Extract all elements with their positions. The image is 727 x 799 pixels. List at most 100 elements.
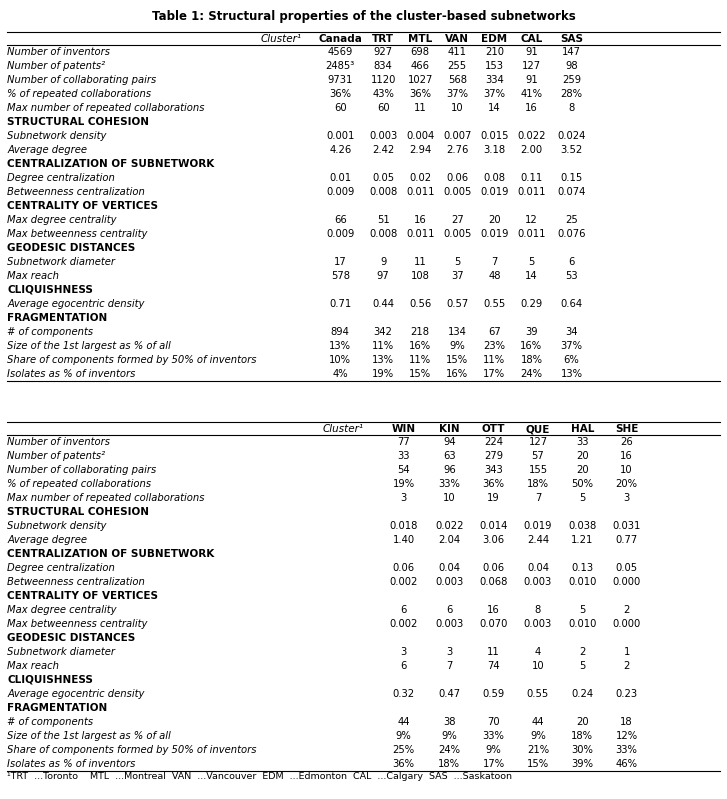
Text: 74: 74 (487, 661, 500, 671)
Text: 2: 2 (624, 661, 630, 671)
Text: 18%: 18% (527, 479, 549, 489)
Text: CENTRALITY OF VERTICES: CENTRALITY OF VERTICES (7, 201, 158, 211)
Text: 127: 127 (522, 62, 541, 71)
Text: 108: 108 (411, 271, 430, 281)
Text: 14: 14 (488, 103, 501, 113)
Text: 11%: 11% (372, 341, 394, 351)
Text: 6: 6 (401, 605, 406, 615)
Text: 0.070: 0.070 (479, 619, 508, 629)
Text: 17: 17 (334, 257, 347, 267)
Text: 3.52: 3.52 (561, 145, 582, 155)
Text: 0.15: 0.15 (561, 173, 582, 183)
Text: 0.71: 0.71 (329, 299, 351, 309)
Text: 0.010: 0.010 (568, 577, 597, 587)
Text: VAN: VAN (445, 34, 470, 45)
Text: 33%: 33% (483, 731, 505, 741)
Text: 0.57: 0.57 (446, 299, 468, 309)
Text: 0.003: 0.003 (524, 619, 552, 629)
Text: 16: 16 (620, 451, 633, 461)
Text: CLIQUISHNESS: CLIQUISHNESS (7, 675, 93, 685)
Text: 60: 60 (377, 103, 390, 113)
Text: 927: 927 (374, 47, 393, 58)
Text: 0.29: 0.29 (521, 299, 542, 309)
Text: 24%: 24% (438, 745, 460, 755)
Text: 0.11: 0.11 (521, 173, 542, 183)
Text: 0.04: 0.04 (527, 563, 549, 573)
Text: 5: 5 (579, 605, 585, 615)
Text: 0.01: 0.01 (329, 173, 351, 183)
Text: Share of components formed by 50% of inventors: Share of components formed by 50% of inv… (7, 745, 257, 755)
Text: 259: 259 (562, 75, 581, 85)
Text: 7: 7 (535, 493, 541, 503)
Text: 0.000: 0.000 (613, 577, 640, 587)
Text: 12%: 12% (616, 731, 638, 741)
Text: OTT: OTT (482, 424, 505, 435)
Text: 9%: 9% (441, 731, 457, 741)
Text: 0.003: 0.003 (369, 131, 397, 141)
Text: 16%: 16% (446, 369, 468, 379)
Text: 0.002: 0.002 (389, 577, 418, 587)
Text: 0.64: 0.64 (561, 299, 582, 309)
Text: 0.05: 0.05 (616, 563, 638, 573)
Text: 44: 44 (531, 717, 545, 727)
Text: Number of inventors: Number of inventors (7, 437, 111, 447)
Text: 4.26: 4.26 (329, 145, 351, 155)
Text: 24%: 24% (521, 369, 542, 379)
Text: 0.019: 0.019 (523, 521, 553, 531)
Text: 10: 10 (451, 103, 464, 113)
Text: 57: 57 (531, 451, 545, 461)
Text: 25: 25 (565, 215, 578, 225)
Text: 36%: 36% (483, 479, 505, 489)
Text: Max number of repeated collaborations: Max number of repeated collaborations (7, 103, 205, 113)
Text: Average egocentric density: Average egocentric density (7, 689, 145, 699)
Text: 5: 5 (579, 661, 585, 671)
Text: 3.06: 3.06 (483, 535, 505, 545)
Text: HAL: HAL (571, 424, 594, 435)
Text: 0.019: 0.019 (480, 187, 509, 197)
Text: 2.94: 2.94 (409, 145, 431, 155)
Text: CENTRALITY OF VERTICES: CENTRALITY OF VERTICES (7, 591, 158, 601)
Text: 0.59: 0.59 (483, 689, 505, 699)
Text: 18: 18 (620, 717, 633, 727)
Text: 19%: 19% (393, 479, 414, 489)
Text: 18%: 18% (438, 759, 460, 769)
Text: 0.010: 0.010 (568, 619, 597, 629)
Text: 0.55: 0.55 (527, 689, 549, 699)
Text: 13%: 13% (329, 341, 351, 351)
Text: 0.074: 0.074 (557, 187, 586, 197)
Text: STRUCTURAL COHESION: STRUCTURAL COHESION (7, 117, 149, 127)
Text: 9%: 9% (449, 341, 465, 351)
Text: 41%: 41% (521, 89, 542, 99)
Text: Table 1: Structural properties of the cluster-based subnetworks: Table 1: Structural properties of the cl… (152, 10, 575, 22)
Text: 0.018: 0.018 (389, 521, 418, 531)
Text: 155: 155 (529, 465, 547, 475)
Text: 2.42: 2.42 (372, 145, 394, 155)
Text: Number of collaborating pairs: Number of collaborating pairs (7, 465, 156, 475)
Text: Subnetwork diameter: Subnetwork diameter (7, 647, 116, 657)
Text: 255: 255 (448, 62, 467, 71)
Text: 0.77: 0.77 (616, 535, 638, 545)
Text: 91: 91 (525, 47, 538, 58)
Text: KIN: KIN (439, 424, 459, 435)
Text: 11%: 11% (483, 355, 505, 365)
Text: 0.44: 0.44 (372, 299, 394, 309)
Text: 153: 153 (485, 62, 504, 71)
Text: 0.002: 0.002 (389, 619, 418, 629)
Text: 224: 224 (484, 437, 503, 447)
Text: 30%: 30% (571, 745, 593, 755)
Text: 6%: 6% (563, 355, 579, 365)
Text: 16%: 16% (409, 341, 431, 351)
Text: SHE: SHE (615, 424, 638, 435)
Text: # of components: # of components (7, 717, 93, 727)
Text: 5: 5 (529, 257, 534, 267)
Text: 0.011: 0.011 (406, 229, 435, 239)
Text: 7: 7 (446, 661, 452, 671)
Text: 53: 53 (565, 271, 578, 281)
Text: 2485³: 2485³ (326, 62, 355, 71)
Text: 17%: 17% (483, 369, 505, 379)
Text: Cluster¹: Cluster¹ (323, 424, 364, 435)
Text: Max reach: Max reach (7, 661, 60, 671)
Text: Size of the 1st largest as % of all: Size of the 1st largest as % of all (7, 341, 171, 351)
Text: 10: 10 (443, 493, 456, 503)
Text: 0.04: 0.04 (438, 563, 460, 573)
